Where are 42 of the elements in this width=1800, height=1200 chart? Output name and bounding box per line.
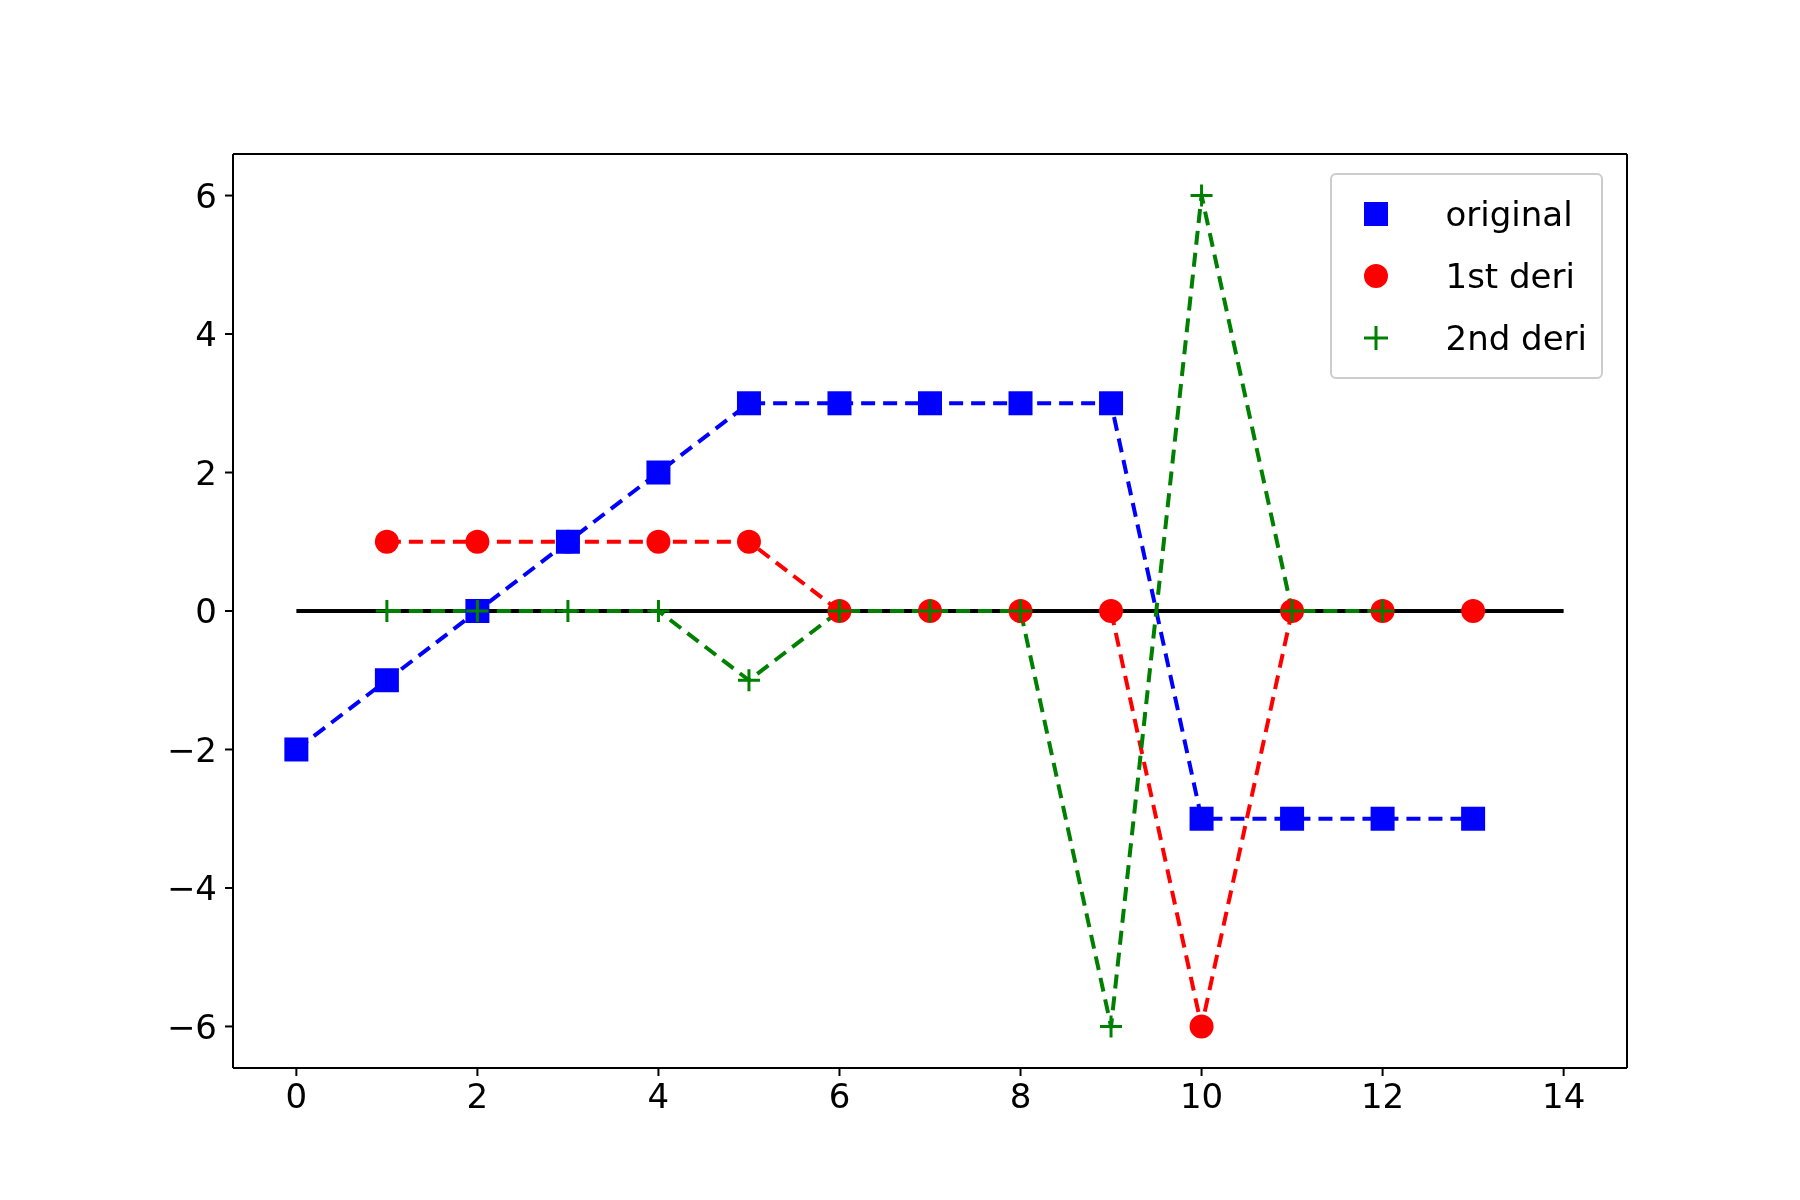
y-tick-label: 6 bbox=[195, 175, 217, 216]
point bbox=[647, 600, 670, 622]
point bbox=[1189, 806, 1214, 831]
legend-label: 2nd deri bbox=[1445, 318, 1587, 358]
point bbox=[374, 529, 399, 554]
point bbox=[1370, 806, 1395, 831]
x-tick-label: 14 bbox=[1542, 1076, 1586, 1117]
legend-label: original bbox=[1445, 194, 1573, 234]
y-tick-label: −6 bbox=[166, 1006, 217, 1047]
y-tick-label: −4 bbox=[166, 868, 217, 909]
y-tick-label: 2 bbox=[195, 452, 217, 493]
point bbox=[736, 529, 761, 554]
point bbox=[1100, 1015, 1123, 1038]
point bbox=[736, 391, 761, 416]
point bbox=[465, 529, 490, 554]
point bbox=[1461, 806, 1486, 831]
x-tick-label: 8 bbox=[1009, 1076, 1032, 1117]
point bbox=[1008, 391, 1033, 416]
x-tick-label: 12 bbox=[1360, 1076, 1405, 1117]
point bbox=[1461, 599, 1486, 623]
x-tick-label: 0 bbox=[285, 1076, 308, 1117]
x-tick-label: 2 bbox=[466, 1076, 489, 1117]
x-tick-label: 4 bbox=[647, 1076, 670, 1117]
x-tick-label: 10 bbox=[1179, 1076, 1224, 1117]
point bbox=[374, 668, 399, 693]
point bbox=[737, 669, 760, 692]
point bbox=[284, 737, 309, 762]
legend-label: 1st deri bbox=[1445, 256, 1575, 296]
point bbox=[646, 529, 671, 554]
y-tick-label: −2 bbox=[166, 729, 217, 770]
x-tick-label: 6 bbox=[828, 1076, 851, 1117]
point bbox=[646, 460, 671, 485]
point bbox=[918, 391, 942, 416]
point bbox=[1189, 1014, 1214, 1039]
point bbox=[556, 600, 579, 622]
point bbox=[1099, 599, 1124, 623]
point bbox=[1190, 184, 1213, 207]
point bbox=[1099, 391, 1124, 416]
point bbox=[1280, 806, 1305, 831]
y-tick-label: 0 bbox=[195, 591, 217, 632]
y-tick-label: 4 bbox=[195, 314, 217, 355]
point bbox=[827, 391, 852, 416]
